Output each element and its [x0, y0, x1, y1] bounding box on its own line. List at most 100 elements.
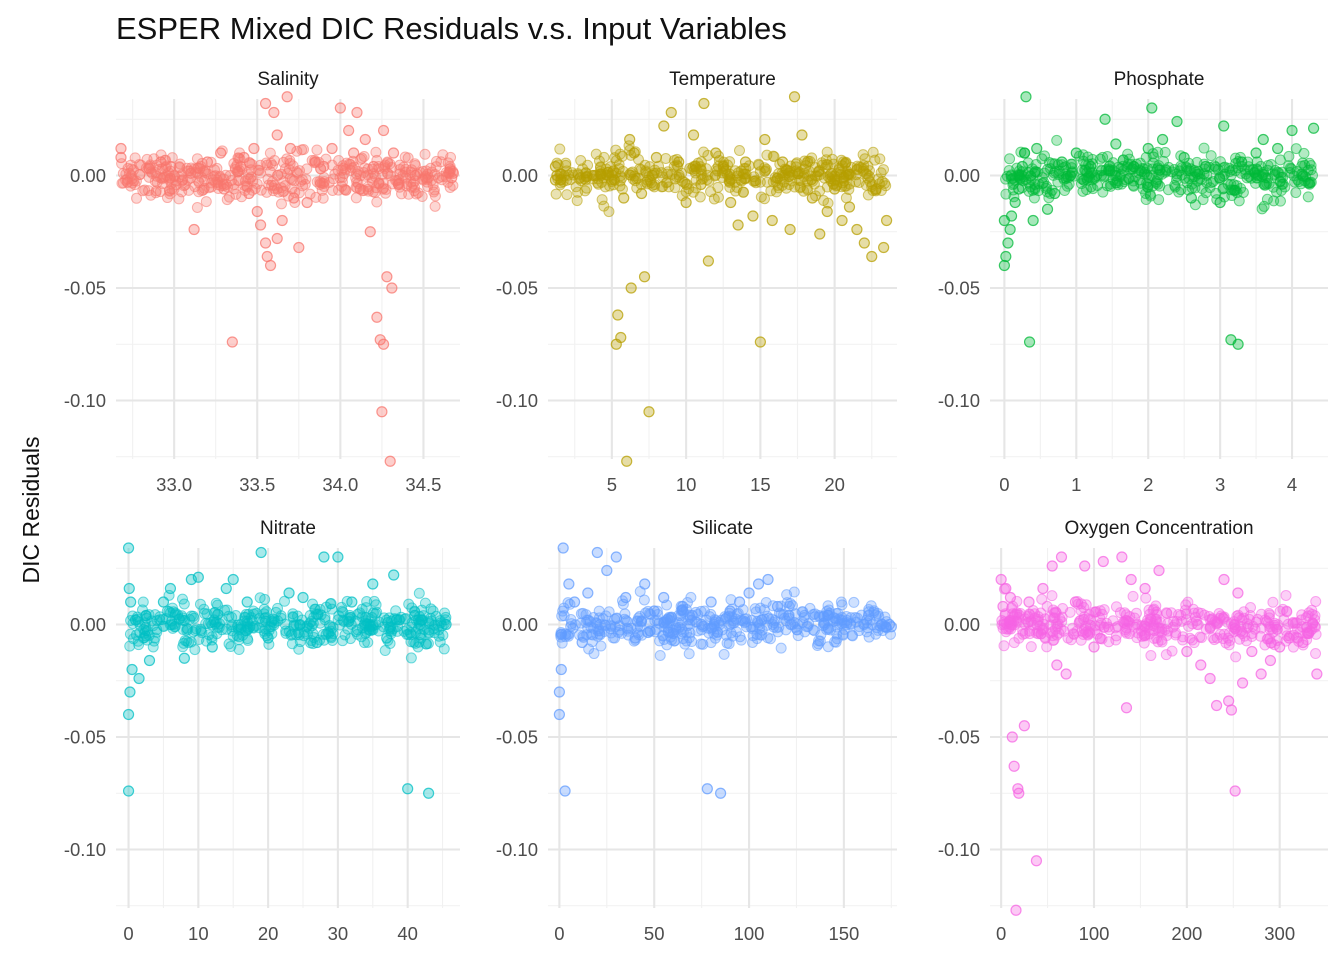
scatter-point-background — [413, 587, 425, 599]
scatter-point-background — [1285, 163, 1297, 175]
scatter-point-background — [1098, 171, 1110, 183]
scatter-point-background — [161, 192, 173, 204]
scatter-point — [241, 596, 253, 608]
scatter-point-background — [1059, 185, 1071, 197]
scatter-point-background — [1195, 607, 1207, 619]
scatter-point-background — [1145, 650, 1157, 662]
scatter-point-background — [661, 639, 673, 651]
scatter-point-background — [1012, 170, 1024, 182]
scatter-point-background — [644, 161, 656, 173]
scatter-point-background — [1290, 143, 1302, 155]
scatter-point-background — [556, 637, 568, 649]
x-tick-label: 40 — [397, 923, 418, 944]
scatter-point — [1055, 551, 1068, 563]
scatter-point-background — [634, 163, 646, 175]
scatter-point-background — [816, 157, 828, 169]
scatter-point-background — [1042, 163, 1054, 175]
scatter-point-background — [1043, 157, 1055, 169]
scatter-point-background — [1110, 169, 1122, 181]
scatter-point — [665, 106, 677, 119]
scatter-point — [1236, 156, 1248, 168]
scatter-point — [1009, 196, 1021, 209]
scatter-point-background — [1302, 164, 1314, 176]
scatter-point-background — [371, 196, 383, 208]
scatter-point — [215, 147, 227, 159]
scatter-point — [185, 167, 197, 179]
scatter-point-background — [1283, 150, 1295, 162]
scatter-point-background — [425, 603, 437, 615]
scatter-point — [1232, 587, 1244, 599]
scatter-point — [1069, 596, 1082, 608]
scatter-point — [243, 187, 255, 200]
scatter-point-background — [857, 149, 869, 161]
scatter-point-background — [775, 600, 787, 612]
scatter-point — [870, 183, 882, 195]
x-tick-label: 150 — [828, 923, 859, 944]
scatter-point — [643, 406, 655, 418]
scatter-point-background — [1267, 623, 1279, 635]
scatter-point-background — [754, 166, 766, 178]
scatter-point — [997, 600, 1009, 613]
scatter-point-background — [738, 173, 750, 185]
scatter-point — [843, 201, 856, 213]
scatter-point-background — [1123, 173, 1135, 185]
x-tick-label: 20 — [824, 474, 845, 495]
scatter-point-background — [775, 642, 787, 654]
scatter-point-background — [588, 648, 600, 660]
scatter-point-background — [235, 622, 247, 634]
scatter-point-background — [1309, 614, 1321, 626]
scatter-point — [777, 156, 789, 168]
scatter-point-background — [813, 610, 825, 622]
scatter-point-background — [1310, 595, 1322, 607]
scatter-point-background — [1162, 184, 1174, 196]
scatter-point-background — [307, 598, 319, 610]
scatter-point-background — [275, 198, 287, 210]
scatter-point — [1142, 142, 1154, 155]
scatter-point-background — [301, 163, 313, 175]
scatter-point-background — [783, 171, 795, 183]
scatter-point-background — [267, 160, 279, 172]
scatter-point-background — [264, 147, 276, 159]
scatter-point-background — [590, 148, 602, 160]
scatter-point — [559, 785, 571, 797]
scatter-point-background — [194, 163, 206, 175]
scatter-point-background — [354, 170, 366, 182]
scatter-point — [1297, 636, 1309, 649]
scatter-point-background — [812, 638, 824, 650]
scatter-point-background — [1137, 183, 1149, 195]
scatter-point-background — [680, 179, 692, 191]
scatter-point-background — [755, 191, 767, 203]
scatter-point — [1200, 160, 1212, 173]
scatter-point-background — [308, 611, 320, 623]
scatter-point — [878, 241, 890, 254]
scatter-point-background — [166, 619, 178, 631]
scatter-point — [885, 621, 897, 633]
scatter-point-background — [818, 610, 830, 622]
y-tick-label: 0.00 — [502, 614, 538, 635]
scatter-point-background — [603, 206, 615, 218]
scatter-point — [677, 600, 689, 613]
panel-nitrate: 0.00 -0.05 -0.10 0 10 20 30 40 Nitrate — [64, 518, 460, 944]
scatter-point-background — [291, 145, 303, 157]
scatter-point — [165, 160, 177, 173]
point-cloud-oxygen-concentration — [996, 583, 1322, 663]
scatter-point — [1116, 551, 1128, 563]
scatter-point-background — [1249, 166, 1261, 178]
scatter-point-background — [173, 613, 185, 625]
y-tick-label: -0.05 — [938, 727, 980, 748]
y-tick-label: -0.05 — [938, 278, 980, 299]
scatter-point — [553, 708, 565, 721]
scatter-point-background — [1269, 164, 1281, 176]
scatter-point-background — [661, 617, 673, 629]
scatter-point — [409, 169, 421, 182]
scatter-point-background — [1160, 607, 1172, 619]
y-tick-label: -0.05 — [496, 278, 538, 299]
scatter-point — [747, 210, 759, 222]
scatter-point-background — [754, 629, 766, 641]
scatter-point — [1005, 210, 1018, 222]
scatter-point-background — [572, 186, 584, 198]
scatter-point — [1046, 560, 1058, 572]
scatter-point — [376, 406, 388, 418]
scatter-point-background — [575, 617, 587, 629]
scatter-point — [724, 605, 736, 617]
